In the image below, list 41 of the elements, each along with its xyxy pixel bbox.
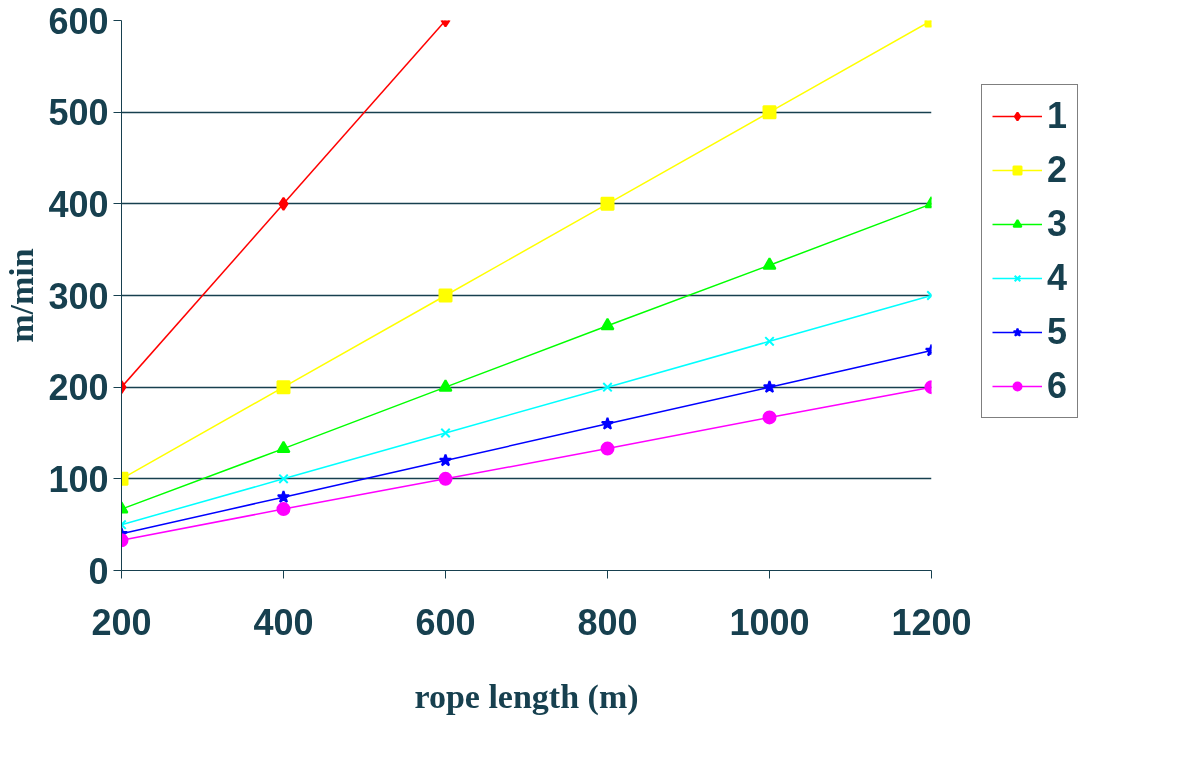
- point: [762, 257, 777, 270]
- legend-label: 4: [1047, 257, 1068, 299]
- y-tick-label: 600: [48, 0, 109, 42]
- point: [762, 380, 777, 394]
- legend-label: 5: [1047, 311, 1068, 353]
- x-tick-label: 800: [577, 601, 638, 643]
- point: [600, 196, 615, 211]
- point: [440, 427, 451, 439]
- y-tick-label: 200: [48, 367, 109, 409]
- point: [762, 410, 777, 425]
- x-tick-label: 400: [253, 601, 314, 643]
- point: [600, 441, 615, 456]
- point: [602, 381, 613, 393]
- point: [764, 336, 775, 347]
- y-tick-label: 100: [48, 458, 109, 500]
- point: [276, 380, 291, 395]
- point: [276, 502, 291, 517]
- point: [438, 453, 453, 467]
- point: [278, 473, 289, 485]
- x-tick-label: 1000: [729, 601, 810, 643]
- point: [600, 416, 615, 430]
- y-axis-title: m/min: [3, 248, 41, 343]
- x-tick-label: 600: [415, 601, 476, 643]
- legend-label: 2: [1047, 149, 1068, 191]
- y-tick-label: 500: [48, 92, 109, 134]
- point: [276, 490, 291, 504]
- point: [600, 317, 615, 331]
- y-tick-label: 0: [88, 550, 109, 592]
- x-tick-label: 1200: [891, 601, 972, 643]
- x-tick-label: 200: [91, 601, 152, 643]
- point: [276, 440, 291, 454]
- legend-label: 6: [1047, 365, 1068, 407]
- point: [438, 471, 453, 486]
- legend-label: 3: [1047, 203, 1068, 245]
- legend-label: 1: [1047, 95, 1068, 137]
- point: [762, 105, 777, 120]
- point: [438, 379, 453, 392]
- y-tick-label: 400: [48, 183, 109, 225]
- y-tick-label: 300: [48, 275, 109, 317]
- x-axis-title: rope length (m): [414, 677, 639, 716]
- point: [438, 288, 453, 303]
